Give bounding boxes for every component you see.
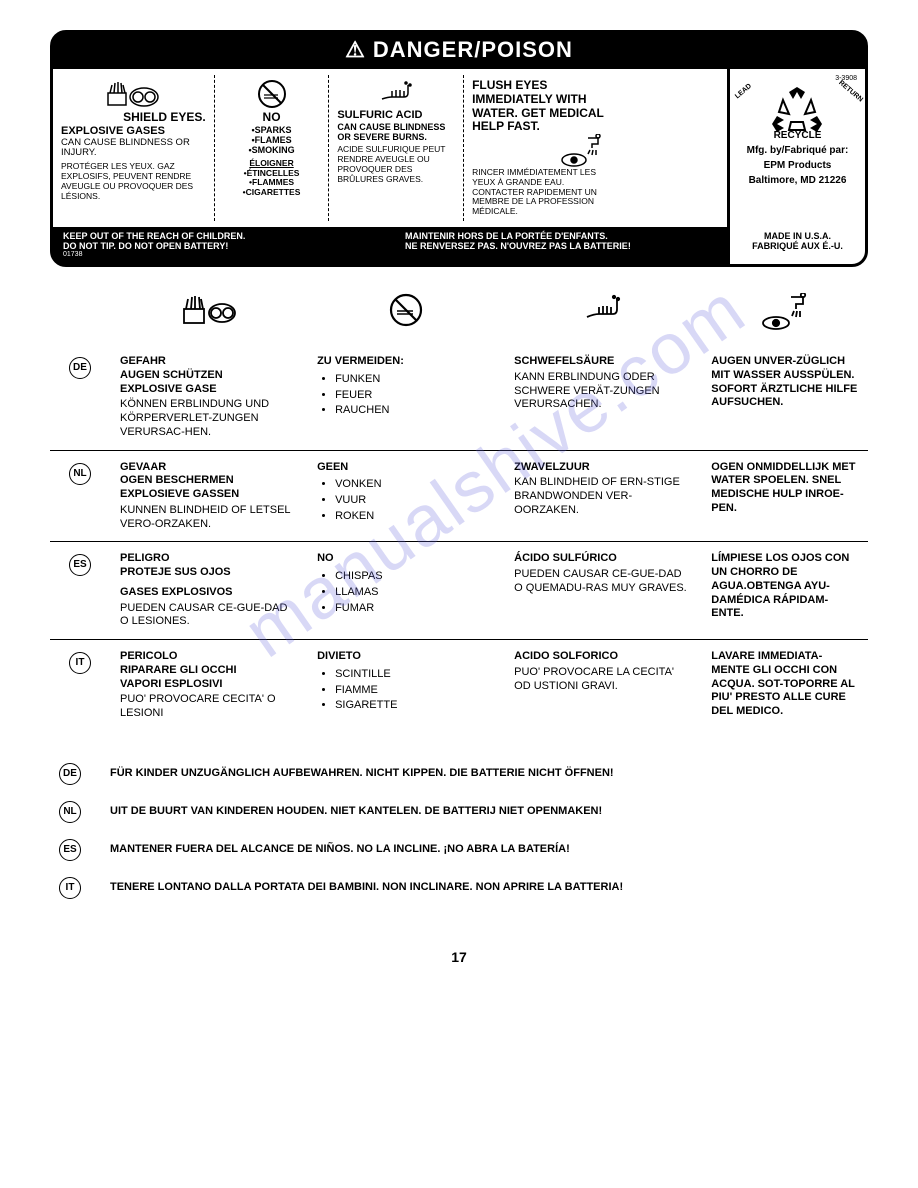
lang-cell-hazard: PELIGRO PROTEJE SUS OJOSGASES EXPLOSIVOS… xyxy=(110,552,307,629)
lang-code-circle: IT xyxy=(69,652,91,674)
recycle-return: RETURN xyxy=(837,79,864,103)
footer-code: 01738 xyxy=(63,251,375,258)
lang-code: IT xyxy=(50,650,110,721)
danger-col-flush: FLUSH EYES IMMEDIATELY WITH WATER. GET M… xyxy=(464,75,612,221)
lang-code: NL xyxy=(50,461,110,532)
warn-line-de: DE FÜR KINDER UNZUGÄNGLICH AUFBEWAHREN. N… xyxy=(50,761,868,785)
shield-eyes-title: SHIELD EYES. xyxy=(123,110,206,124)
side-panel: 3-3908 LEADRETURN RECYCLE Mfg. by/Fabriq… xyxy=(727,69,865,227)
bottom-warnings: DE FÜR KINDER UNZUGÄNGLICH AUFBEWAHREN. N… xyxy=(50,761,868,899)
lang-code-circle: IT xyxy=(59,877,81,899)
lang-cell-avoid: DIVIETOSCINTILLEFIAMMESIGARETTE xyxy=(307,650,504,721)
danger-col-acid: SULFURIC ACID CAN CAUSE BLINDNESS OR SEV… xyxy=(329,75,464,221)
lang-cell-flush: OGEN ONMIDDELLIJK MET WATER SPOELEN. SNE… xyxy=(701,461,868,532)
warn-text: TENERE LONTANO DALLA PORTATA DEI BAMBINI… xyxy=(110,881,623,893)
flush-body-fr: RINCER IMMÉDIATEMENT LES YEUX À GRANDE E… xyxy=(472,168,604,217)
warn-text: FÜR KINDER UNZUGÄNGLICH AUFBEWAHREN. NIC… xyxy=(110,767,614,779)
danger-col-no: NO •SPARKS •FLAMES •SMOKING ÉLOIGNER •ÉT… xyxy=(215,75,330,221)
warn-text: MANTENER FUERA DEL ALCANCE DE NIÑOS. NO … xyxy=(110,843,570,855)
col1-body-fr: PROTÉGER LES YEUX. GAZ EXPLOSIFS, PEUVEN… xyxy=(61,162,206,201)
acid-hand-icon xyxy=(581,293,625,325)
mfg-by: Mfg. by/Fabriqué par: xyxy=(738,145,857,156)
lang-row-es: ES PELIGRO PROTEJE SUS OJOSGASES EXPLOSIV… xyxy=(50,541,868,639)
explosion-goggles-icon xyxy=(182,293,236,327)
faucet-eye-icon xyxy=(560,134,604,168)
no-title: NO xyxy=(223,111,321,125)
lang-code-circle: NL xyxy=(69,463,91,485)
lang-cell-flush: AUGEN UNVER-ZÜGLICH MIT WASSER AUSSPÜLEN… xyxy=(701,355,868,440)
lang-cell-hazard: GEVAAR OGEN BESCHERMEN EXPLOSIEVE GASSEN… xyxy=(110,461,307,532)
page-number: 17 xyxy=(50,949,868,965)
lang-cell-avoid: GEENVONKENVUURROKEN xyxy=(307,461,504,532)
lang-row-de: DE GEFAHR AUGEN SCHÜTZEN EXPLOSIVE GASEKÖ… xyxy=(50,345,868,450)
lang-cell-acid: SCHWEFELSÄUREKANN ERBLINDUNG ODER SCHWER… xyxy=(504,355,701,440)
danger-panel: ⚠ DANGER/POISON SHIELD EYES. EXPLOSIVE G… xyxy=(50,30,868,267)
danger-header: ⚠ DANGER/POISON xyxy=(53,33,865,69)
recycle-icon xyxy=(769,86,825,136)
danger-col-shield-eyes: SHIELD EYES. EXPLOSIVE GASES CAN CAUSE B… xyxy=(53,75,215,221)
acid-body-en: CAN CAUSE BLINDNESS OR SEVERE BURNS. xyxy=(337,122,455,143)
no-smoking-icon xyxy=(389,293,423,327)
no-items-en: •SPARKS •FLAMES •SMOKING xyxy=(223,125,321,156)
lang-code: ES xyxy=(50,552,110,629)
warn-line-nl: NL UIT DE BUURT VAN KINDEREN HOUDEN. NIET… xyxy=(50,799,868,823)
lang-cell-hazard: PERICOLO RIPARARE GLI OCCHI VAPORI ESPLO… xyxy=(110,650,307,721)
lang-code-circle: NL xyxy=(59,801,81,823)
icon-header-row xyxy=(50,287,868,345)
lang-code-circle: DE xyxy=(59,763,81,785)
footer-left1: KEEP OUT OF THE REACH OF CHILDREN. xyxy=(63,231,375,241)
recycle-label: RECYCLE xyxy=(738,130,857,141)
lang-row-nl: NL GEVAAR OGEN BESCHERMEN EXPLOSIEVE GASS… xyxy=(50,450,868,542)
lang-cell-flush: LAVARE IMMEDIATA-MENTE GLI OCCHI CON ACQ… xyxy=(701,650,868,721)
lang-cell-hazard: GEFAHR AUGEN SCHÜTZEN EXPLOSIVE GASEKÖNN… xyxy=(110,355,307,440)
warn-line-it: IT TENERE LONTANO DALLA PORTATA DEI BAMBI… xyxy=(50,875,868,899)
side-footer: MADE IN U.S.A. FABRIQUÉ AUX É.-U. xyxy=(727,227,865,264)
lang-cell-acid: ZWAVELZUURKAN BLINDHEID OF ERN-STIGE BRA… xyxy=(504,461,701,532)
mfg-company: EPM Products xyxy=(738,160,857,171)
explosive-gases-title: EXPLOSIVE GASES xyxy=(61,125,206,138)
lang-cell-acid: ÁCIDO SULFÚRICOPUEDEN CAUSAR CE-GUE-DAD … xyxy=(504,552,701,629)
acid-hand-icon xyxy=(376,79,416,107)
footer-left2: DO NOT TIP. DO NOT OPEN BATTERY! xyxy=(63,241,375,251)
flush-title: FLUSH EYES IMMEDIATELY WITH WATER. GET M… xyxy=(472,79,604,134)
lang-row-it: IT PERICOLO RIPARARE GLI OCCHI VAPORI ESP… xyxy=(50,639,868,731)
lang-cell-avoid: NOCHISPASLLAMASFUMAR xyxy=(307,552,504,629)
footer-right1: MAINTENIR HORS DE LA PORTÉE D'ENFANTS. xyxy=(405,231,717,241)
warn-line-es: ES MANTENER FUERA DEL ALCANCE DE NIÑOS. N… xyxy=(50,837,868,861)
lang-cell-acid: ACIDO SOLFORICOPUO' PROVOCARE LA CECITA'… xyxy=(504,650,701,721)
acid-title: SULFURIC ACID xyxy=(337,109,455,122)
warn-text: UIT DE BUURT VAN KINDEREN HOUDEN. NIET K… xyxy=(110,805,602,817)
lang-cell-flush: LÍMPIESE LOS OJOS CON UN CHORRO DE AGUA.… xyxy=(701,552,868,629)
acid-body-fr: ACIDE SULFURIQUE PEUT RENDRE AVEUGLE OU … xyxy=(337,145,455,184)
lang-code-circle: ES xyxy=(59,839,81,861)
made-fr: FABRIQUÉ AUX É.-U. xyxy=(734,241,861,251)
explosion-goggles-icon xyxy=(106,79,160,109)
mfg-address: Baltimore, MD 21226 xyxy=(738,175,857,186)
faucet-eye-icon xyxy=(761,293,809,331)
footer-right2: NE RENVERSEZ PAS. N'OUVREZ PAS LA BATTER… xyxy=(405,241,717,251)
lang-code: DE xyxy=(50,355,110,440)
lang-code-circle: DE xyxy=(69,357,91,379)
lang-cell-avoid: ZU VERMEIDEN:FUNKENFEUERRAUCHEN xyxy=(307,355,504,440)
made-usa: MADE IN U.S.A. xyxy=(734,231,861,241)
no-items-fr: •ÉTINCELLES •FLAMMES •CIGARETTES xyxy=(223,169,321,198)
col1-body-en: CAN CAUSE BLINDNESS OR INJURY. xyxy=(61,138,206,160)
language-table: DE GEFAHR AUGEN SCHÜTZEN EXPLOSIVE GASEKÖ… xyxy=(50,287,868,731)
recycle-lead: LEAD xyxy=(734,83,753,101)
no-smoking-icon xyxy=(257,79,287,109)
lang-code-circle: ES xyxy=(69,554,91,576)
